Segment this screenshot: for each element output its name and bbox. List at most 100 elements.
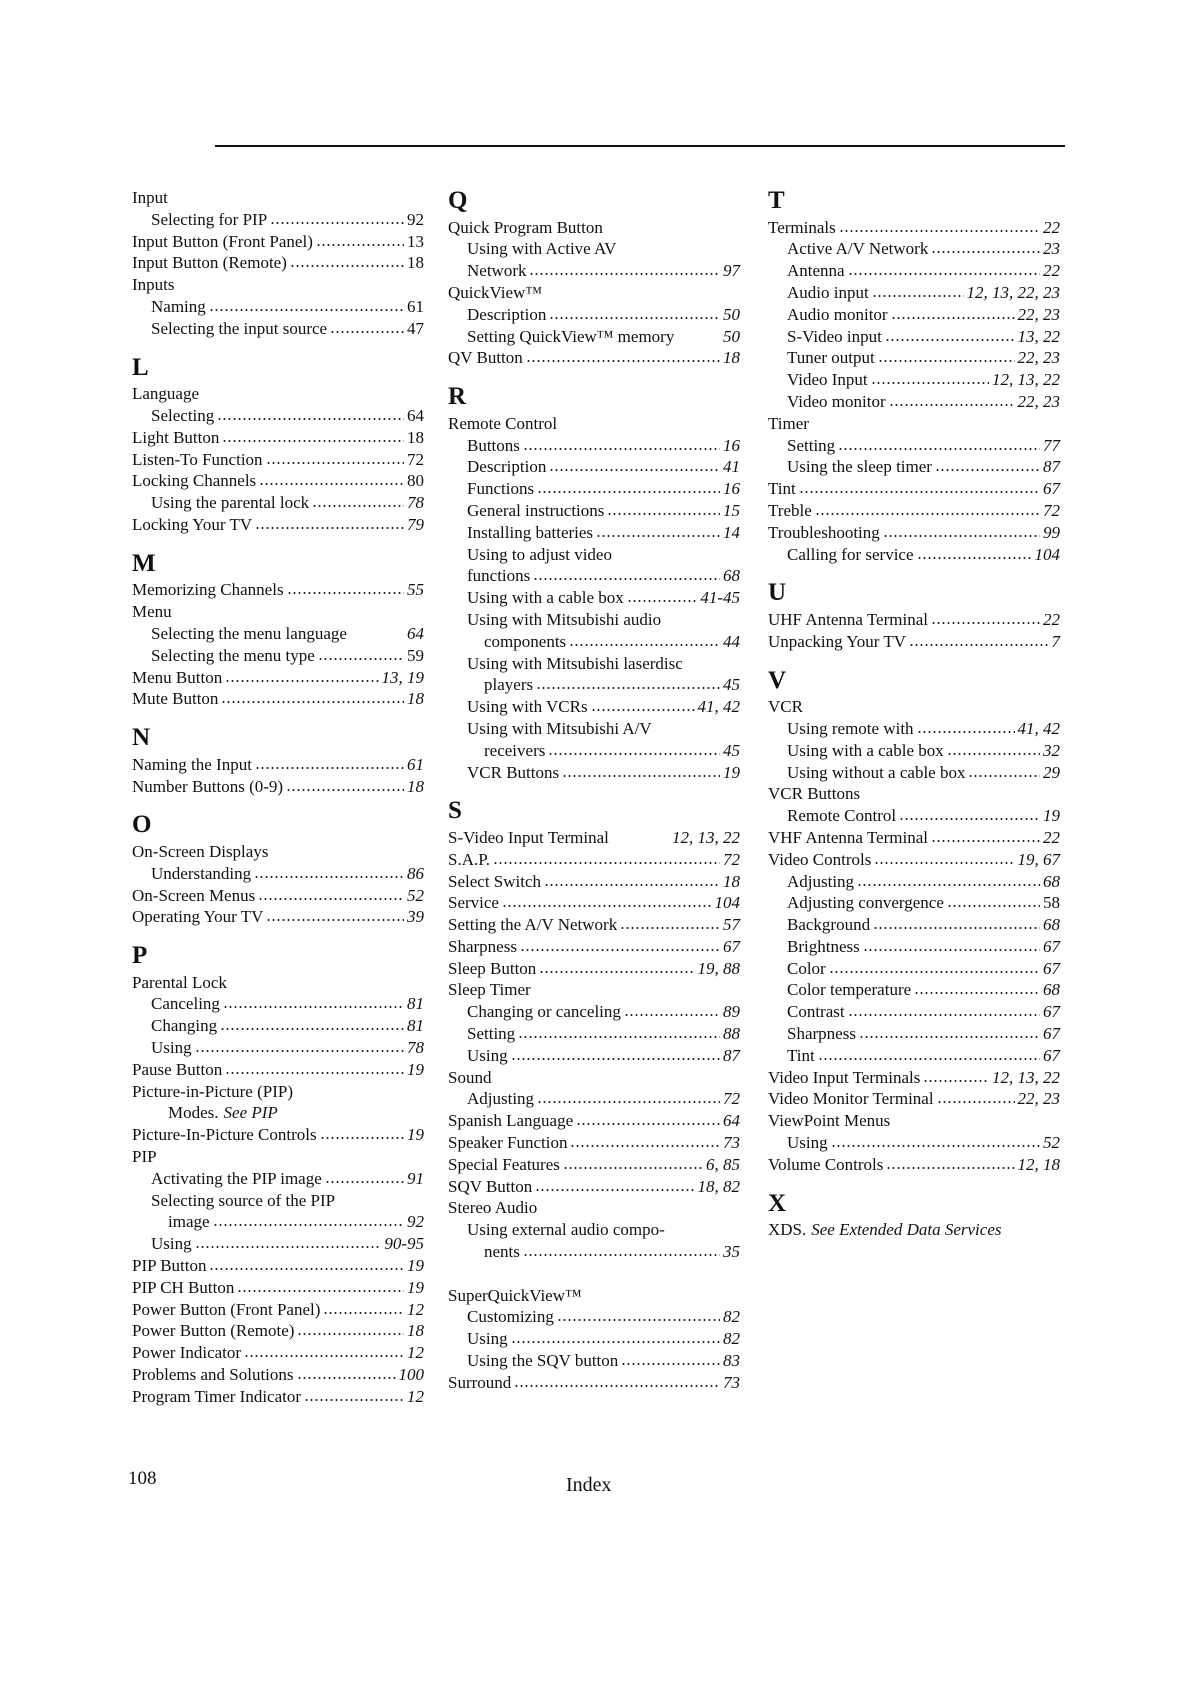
page-reference: 55 [407, 580, 424, 600]
entry-term: Video Monitor Terminal [768, 1089, 934, 1109]
dot-leader [576, 1122, 720, 1127]
dot-leader [237, 1288, 404, 1293]
section-letter-heading: U [768, 579, 787, 607]
page-reference: 86 [407, 863, 424, 883]
page-reference: 16 [723, 435, 740, 455]
index-entry: VCR Buttons [768, 783, 1060, 805]
entry-term: Active A/V Network [787, 239, 929, 259]
dot-leader [286, 591, 404, 596]
entry-term: Inputs [132, 275, 175, 295]
dot-leader [259, 482, 404, 487]
dot-leader [923, 1078, 989, 1083]
page-reference: 52 [1043, 1133, 1060, 1153]
dot-leader [916, 555, 1032, 560]
dot-leader [884, 337, 1015, 342]
page-reference: 45 [723, 740, 740, 760]
entry-term: Using with Mitsubishi A/V [467, 718, 652, 738]
index-entry: General instructions 15 [448, 500, 740, 522]
page-reference: 23 [1043, 239, 1060, 259]
entry-term: Operating Your TV [132, 907, 264, 927]
page-reference: 57 [723, 915, 740, 935]
index-entry: Video Controls 19, 67 [768, 849, 1060, 871]
page-reference: 16 [723, 479, 740, 499]
entry-term: Adjusting convergence [787, 893, 944, 913]
index-entry: Selecting the input source 47 [132, 318, 424, 340]
index-entry: Understanding 86 [132, 863, 424, 885]
index-entry: Setting 77 [768, 435, 1060, 457]
index-entry: Antenna 22 [768, 260, 1060, 282]
dot-leader [533, 577, 720, 582]
entry-term: Light Button [132, 427, 220, 447]
entry-term: Using with VCRs [467, 697, 588, 717]
page-reference: 19, 67 [1017, 849, 1061, 869]
dot-leader [930, 620, 1040, 625]
dot-leader [817, 1056, 1040, 1061]
dot-leader [549, 468, 720, 473]
index-entry: Sharpness 67 [768, 1023, 1060, 1045]
page-reference: 52 [407, 885, 424, 905]
index-entry: Setting QuickView™ memory 50 [448, 326, 740, 348]
index-entry: Using external audio compo- [448, 1219, 740, 1241]
entry-term: Audio monitor [787, 304, 888, 324]
entry-term: nents [484, 1242, 520, 1262]
index-entry: Locking Channels 80 [132, 470, 424, 492]
dot-leader [510, 1340, 720, 1345]
dot-leader [562, 1165, 703, 1170]
dot-leader [519, 947, 720, 952]
dot-leader [946, 904, 1040, 909]
index-entry: Special Features 6, 85 [448, 1154, 740, 1176]
dot-leader [968, 773, 1040, 778]
page-reference: 61 [407, 754, 424, 774]
index-entry: Power Indicator 12 [132, 1342, 424, 1364]
index-entry: Using with Mitsubishi audio [448, 609, 740, 631]
index-entry: Memorizing Channels 55 [132, 579, 424, 601]
index-column-3: T Terminals 22 Active A/V Network 23 Antenna 2… [768, 173, 1060, 1241]
dot-leader [798, 490, 1040, 495]
index-entry: Tint 67 [768, 478, 1060, 500]
index-entry: Input Button (Remote) 18 [132, 252, 424, 274]
dot-leader [312, 504, 404, 509]
dot-leader [244, 1354, 404, 1359]
page-reference: 81 [407, 994, 424, 1014]
index-entry: On-Screen Menus 52 [132, 885, 424, 907]
entry-term: Color temperature [787, 980, 912, 1000]
dot-leader [317, 656, 404, 661]
index-entry: S-Video input 13, 22 [768, 326, 1060, 348]
page-reference: 12 [407, 1343, 424, 1363]
dot-leader [289, 264, 404, 269]
index-entry: Color 67 [768, 958, 1060, 980]
index-entry: components 44 [448, 631, 740, 653]
index-entry: Tuner output 22, 23 [768, 347, 1060, 369]
dot-leader [209, 1267, 404, 1272]
dot-leader [266, 918, 404, 923]
dot-leader [265, 460, 404, 465]
index-entry: Surround 73 [448, 1372, 740, 1394]
index-entry: Installing batteries 14 [448, 522, 740, 544]
page-reference: 72 [407, 449, 424, 469]
dot-leader [874, 860, 1015, 865]
page-reference: 19, 88 [697, 958, 741, 978]
index-entry: Selecting for PIP 92 [132, 209, 424, 231]
index-entry: Light Button 18 [132, 427, 424, 449]
dot-leader [212, 1223, 404, 1228]
index-entry: Using with Active AV [448, 238, 740, 260]
page-reference: 68 [1043, 915, 1060, 935]
index-entry: Brightness 67 [768, 936, 1060, 958]
entry-term: Calling for service [787, 544, 914, 564]
index-entry: VCR Buttons 19 [448, 762, 740, 784]
page-reference: 97 [723, 261, 740, 281]
page-reference: 22 [1043, 609, 1060, 629]
page-reference: 18 [723, 348, 740, 368]
index-entry: receivers 45 [448, 740, 740, 762]
index-entry: Buttons 16 [448, 435, 740, 457]
dot-leader [222, 1005, 404, 1010]
dot-leader [222, 438, 404, 443]
dot-leader [522, 1253, 720, 1258]
page-reference: 64 [723, 1111, 740, 1131]
dot-leader [570, 1144, 720, 1149]
index-entry: Using 82 [448, 1328, 740, 1350]
dot-leader [323, 1310, 404, 1315]
entry-term: Spanish Language [448, 1111, 574, 1131]
entry-term: Special Features [448, 1154, 560, 1174]
section-letter-heading: L [132, 353, 149, 381]
